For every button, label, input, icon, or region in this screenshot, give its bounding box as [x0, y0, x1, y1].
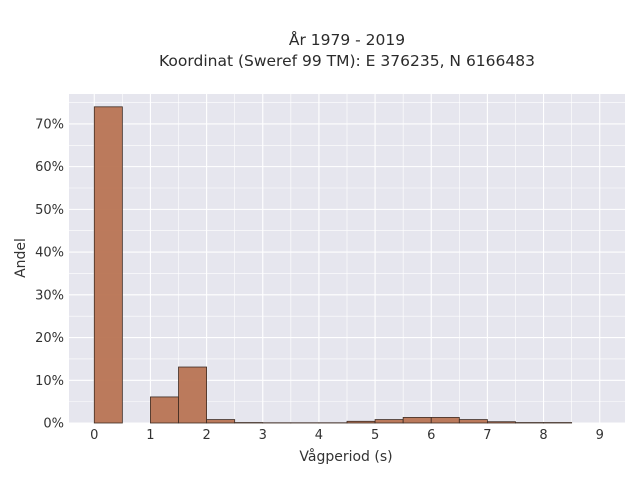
- x-tick-label: 1: [146, 428, 154, 443]
- x-tick-label: 6: [427, 428, 435, 443]
- x-tick-label: 3: [259, 428, 267, 443]
- x-tick-label: 2: [202, 428, 210, 443]
- x-tick-label: 0: [90, 428, 98, 443]
- histogram-bar: [487, 421, 516, 424]
- histogram-bar: [458, 419, 488, 424]
- histogram-bar: [402, 417, 432, 424]
- x-axis-label: Vågperiod (s): [299, 448, 392, 465]
- y-tick-label: 60%: [35, 160, 64, 175]
- y-tick-label: 20%: [35, 331, 64, 346]
- y-tick-label: 0%: [43, 417, 64, 432]
- y-tick-label: 70%: [35, 117, 64, 132]
- x-tick-label: 4: [315, 428, 323, 443]
- x-axis-ticks: 0 1 2 3 4 5 6 7 8 9: [90, 428, 604, 443]
- histogram-bar: [206, 419, 236, 424]
- y-axis-ticks: 0% 10% 20% 30% 40% 50% 60% 70%: [35, 117, 64, 431]
- histogram-bar: [178, 366, 207, 424]
- histogram-bar: [93, 106, 123, 424]
- histogram-bar: [374, 419, 404, 424]
- y-axis-label: Andel: [13, 238, 29, 278]
- y-tick-label: 30%: [35, 288, 64, 303]
- histogram-bar: [150, 396, 179, 424]
- histogram-bar: [430, 417, 460, 424]
- y-tick-label: 10%: [35, 374, 64, 389]
- bars: [93, 106, 573, 424]
- y-tick-label: 50%: [35, 203, 64, 218]
- y-tick-label: 40%: [35, 246, 64, 261]
- x-tick-label: 9: [596, 428, 604, 443]
- x-tick-label: 8: [539, 428, 547, 443]
- chart-title-line1: År 1979 - 2019: [289, 30, 405, 49]
- x-tick-label: 7: [483, 428, 491, 443]
- chart-title-line2: Koordinat (Sweref 99 TM): E 376235, N 61…: [159, 52, 535, 70]
- x-tick-label: 5: [371, 428, 379, 443]
- histogram-bar: [346, 420, 376, 424]
